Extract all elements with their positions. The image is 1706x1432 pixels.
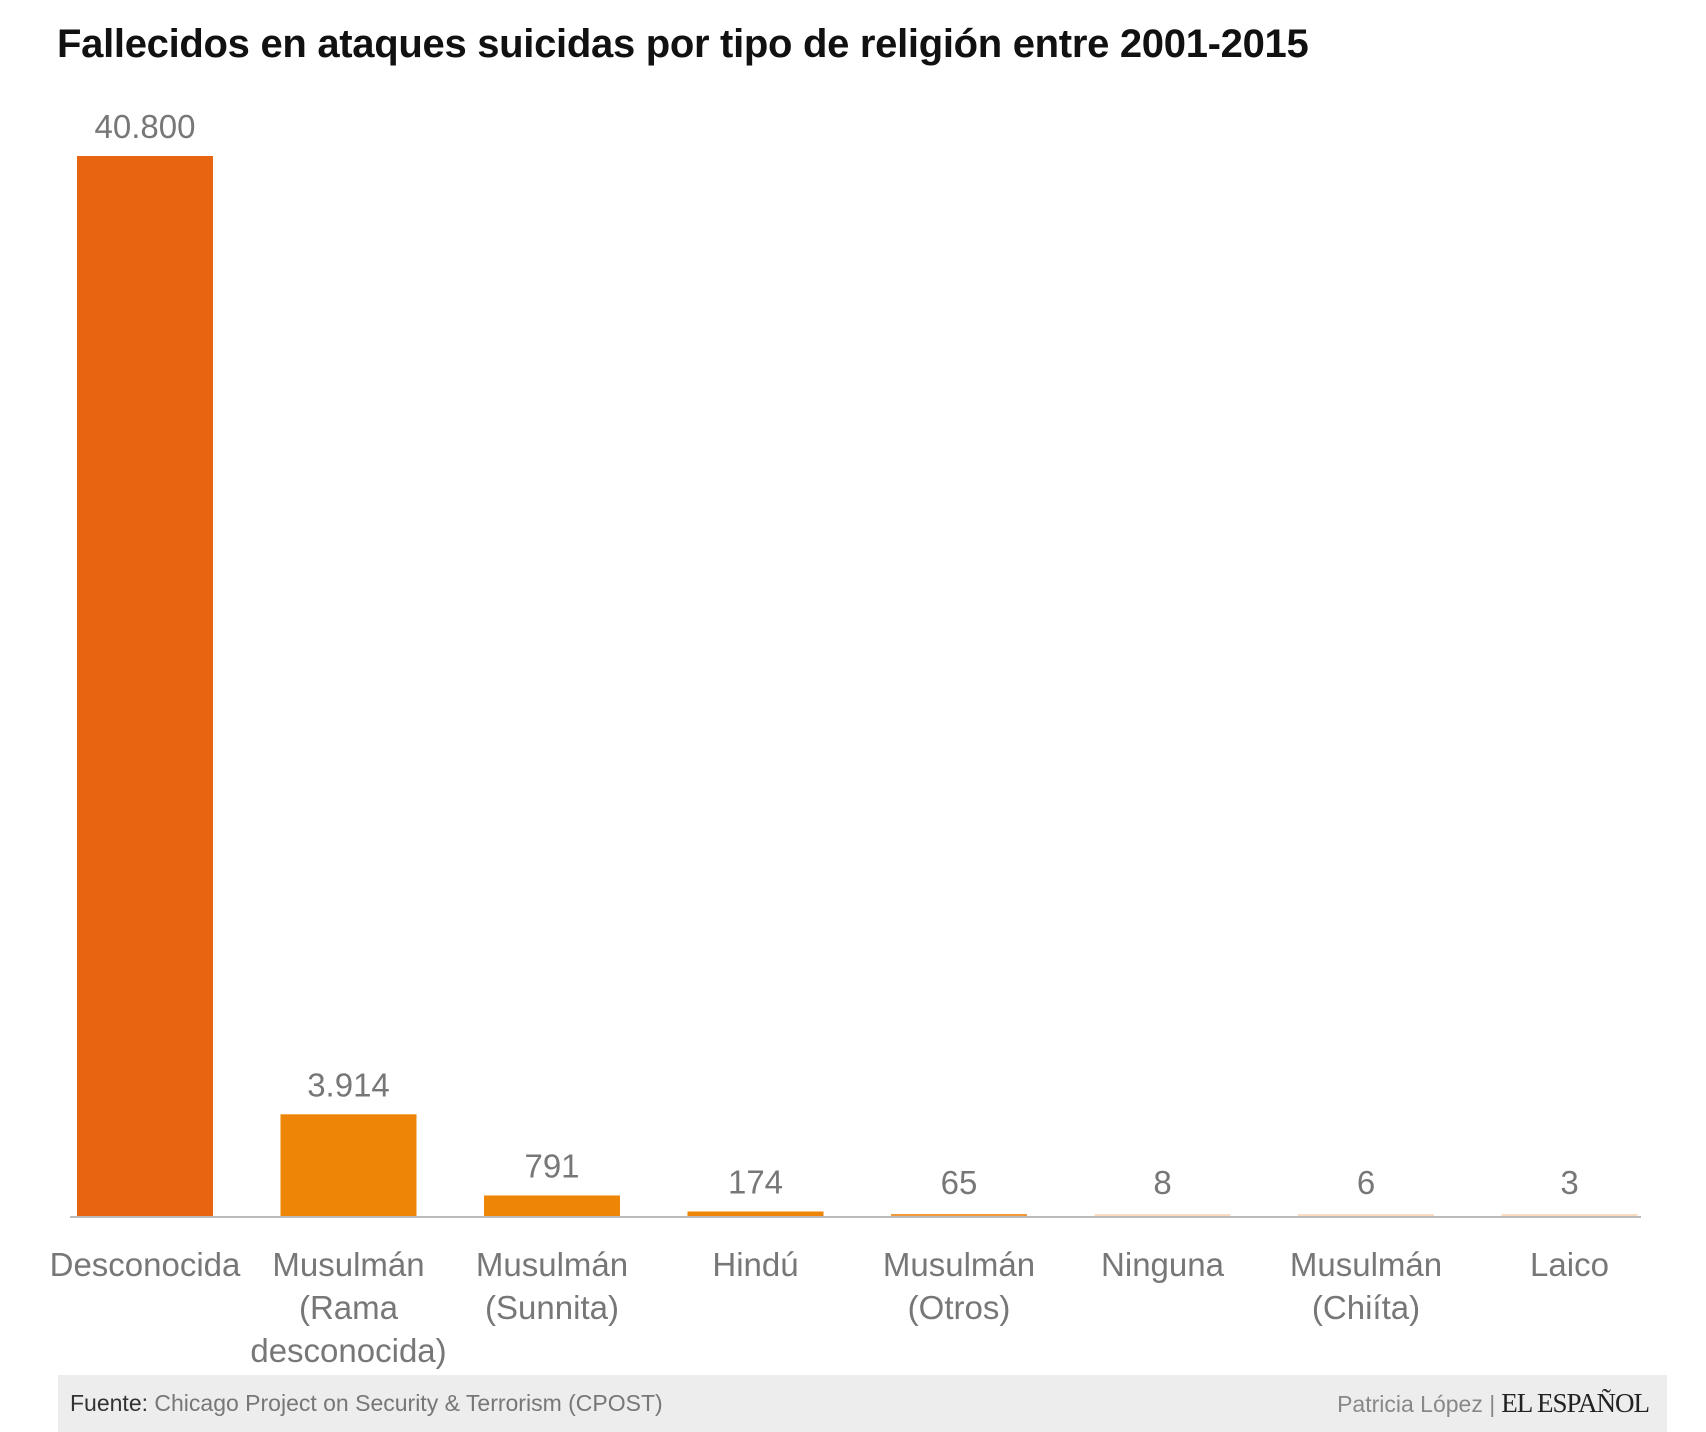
value-label: 65 — [941, 1164, 978, 1201]
bar — [1501, 1214, 1638, 1216]
category-label: Desconocida — [50, 1246, 241, 1283]
bar — [891, 1214, 1027, 1216]
bar — [687, 1211, 824, 1216]
bar — [1298, 1214, 1434, 1216]
category-label: Hindú — [712, 1246, 798, 1283]
chart-title: Fallecidos en ataques suicidas por tipo … — [57, 22, 1309, 66]
value-label: 8 — [1153, 1164, 1171, 1201]
credit: Patricia López | EL ESPAÑOL — [1337, 1388, 1650, 1419]
bar — [77, 156, 213, 1216]
footer: Fuente: Chicago Project on Security & Te… — [58, 1375, 1667, 1432]
category-label: (Chiíta) — [1312, 1289, 1420, 1326]
el-espanol-logo: EL ESPAÑOL — [1501, 1388, 1650, 1418]
value-label: 6 — [1357, 1164, 1375, 1201]
category-label: desconocida) — [250, 1332, 446, 1369]
value-label: 3 — [1560, 1164, 1578, 1201]
category-label: Musulmán — [883, 1246, 1035, 1283]
category-label: Musulmán — [1290, 1246, 1442, 1283]
category-label: (Otros) — [908, 1289, 1011, 1326]
source-value: Chicago Project on Security & Terrorism … — [154, 1390, 663, 1416]
category-label: Ninguna — [1101, 1246, 1225, 1283]
value-label: 174 — [728, 1163, 783, 1200]
category-label: Musulmán — [272, 1246, 424, 1283]
value-label: 40.800 — [95, 108, 196, 145]
source-note: Fuente: Chicago Project on Security & Te… — [70, 1390, 663, 1417]
source-label: Fuente: — [70, 1390, 148, 1416]
bar — [484, 1195, 620, 1216]
author: Patricia López | — [1337, 1391, 1496, 1417]
bar-chart: 40.800 Desconocida 3.914 Musulmán (Rama desco… — [50, 108, 1641, 1369]
value-label: 791 — [524, 1147, 579, 1184]
bar — [280, 1114, 417, 1216]
category-label: Laico — [1530, 1246, 1609, 1283]
value-label: 3.914 — [307, 1066, 390, 1103]
category-label: (Sunnita) — [485, 1289, 619, 1326]
category-label: Musulmán — [476, 1246, 628, 1283]
category-label: (Rama — [299, 1289, 399, 1326]
bar — [1094, 1214, 1231, 1216]
